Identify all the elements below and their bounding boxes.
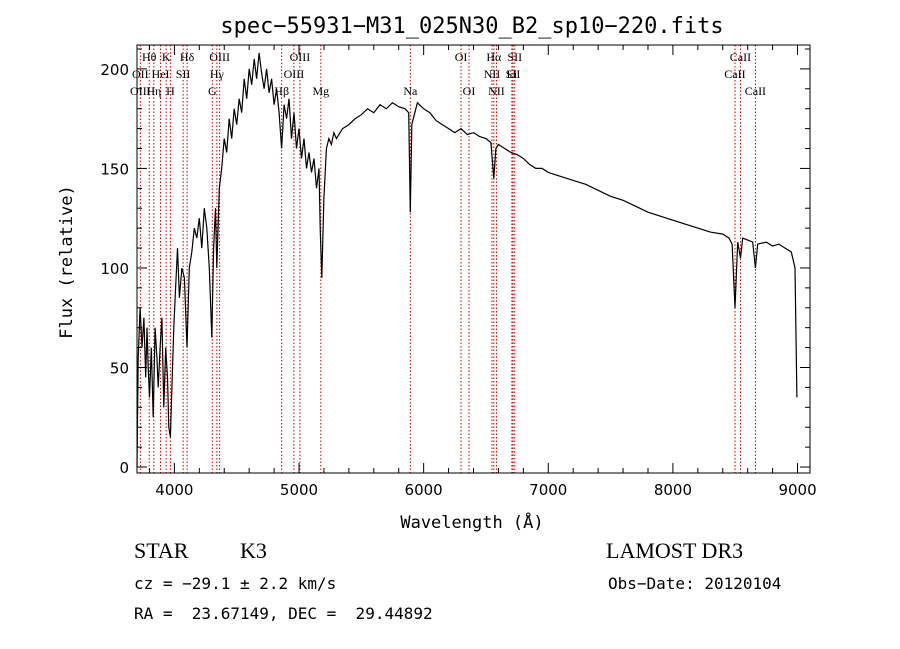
line-marker-label: SII bbox=[176, 67, 191, 81]
x-axis-ticks: 4000 5000 6000 7000 8000 9000 bbox=[148, 45, 817, 499]
y-tick-label: 200 bbox=[100, 61, 129, 79]
line-markers bbox=[139, 45, 756, 473]
line-marker-label: Hδ bbox=[180, 50, 195, 64]
x-tick-label: 5000 bbox=[280, 481, 318, 499]
y-axis-ticks: 0 50 100 150 200 bbox=[100, 48, 810, 477]
object-class: STAR bbox=[134, 538, 189, 563]
line-marker-label: SII bbox=[507, 50, 522, 64]
line-marker-label: OIII bbox=[290, 50, 311, 64]
line-marker-label: Hθ bbox=[142, 50, 157, 64]
line-marker-label: CaII bbox=[730, 50, 751, 64]
line-marker-label: OIII bbox=[284, 67, 305, 81]
y-axis-label: Flux (relative) bbox=[57, 185, 77, 339]
redshift-cz: cz = −29.1 ± 2.2 km/s bbox=[134, 574, 337, 593]
y-tick-label: 0 bbox=[119, 459, 129, 477]
y-tick-label: 50 bbox=[110, 359, 129, 377]
line-marker-label: SII bbox=[506, 67, 521, 81]
line-marker-label: Hγ bbox=[210, 67, 225, 81]
chart-title: spec−55931−M31_025N30_B2_sp10−220.fits bbox=[220, 14, 723, 39]
x-tick-label: 4000 bbox=[155, 481, 193, 499]
x-tick-label: 6000 bbox=[405, 481, 443, 499]
line-marker-label: CaII bbox=[724, 67, 745, 81]
x-tick-label: 8000 bbox=[654, 481, 692, 499]
y-tick-label: 100 bbox=[100, 260, 129, 278]
line-marker-label: Na bbox=[403, 84, 418, 98]
line-marker-label: NII bbox=[484, 67, 501, 81]
x-tick-label: 7000 bbox=[529, 481, 567, 499]
line-marker-label: Mg bbox=[312, 84, 329, 98]
line-marker-label: Li bbox=[507, 67, 518, 81]
x-tick-label: 9000 bbox=[778, 481, 816, 499]
line-marker-label: K bbox=[162, 50, 171, 64]
line-marker-label: OI bbox=[455, 50, 468, 64]
line-marker-label: H bbox=[166, 84, 175, 98]
line-marker-label: OIII bbox=[209, 50, 230, 64]
coordinates: RA = 23.67149, DEC = 29.44892 bbox=[134, 604, 433, 623]
line-marker-label: OII bbox=[132, 67, 149, 81]
x-axis-label: Wavelength (Å) bbox=[400, 511, 543, 533]
survey-name: LAMOST DR3 bbox=[606, 538, 744, 563]
line-marker-label: Hη bbox=[146, 84, 161, 98]
line-marker-label: G bbox=[208, 84, 217, 98]
line-marker-label: OI bbox=[463, 84, 476, 98]
observation-date: Obs−Date: 20120104 bbox=[608, 574, 782, 593]
line-marker-label: OIII bbox=[130, 84, 151, 98]
line-marker-label: HeI bbox=[152, 67, 170, 81]
y-tick-label: 150 bbox=[100, 160, 129, 178]
line-marker-label: Hβ bbox=[274, 84, 289, 98]
line-marker-label: Hα bbox=[486, 50, 502, 64]
spectrum-line bbox=[136, 52, 798, 468]
object-subclass: K3 bbox=[240, 538, 267, 563]
line-marker-label: CaII bbox=[745, 84, 766, 98]
line-marker-label: NII bbox=[488, 84, 505, 98]
